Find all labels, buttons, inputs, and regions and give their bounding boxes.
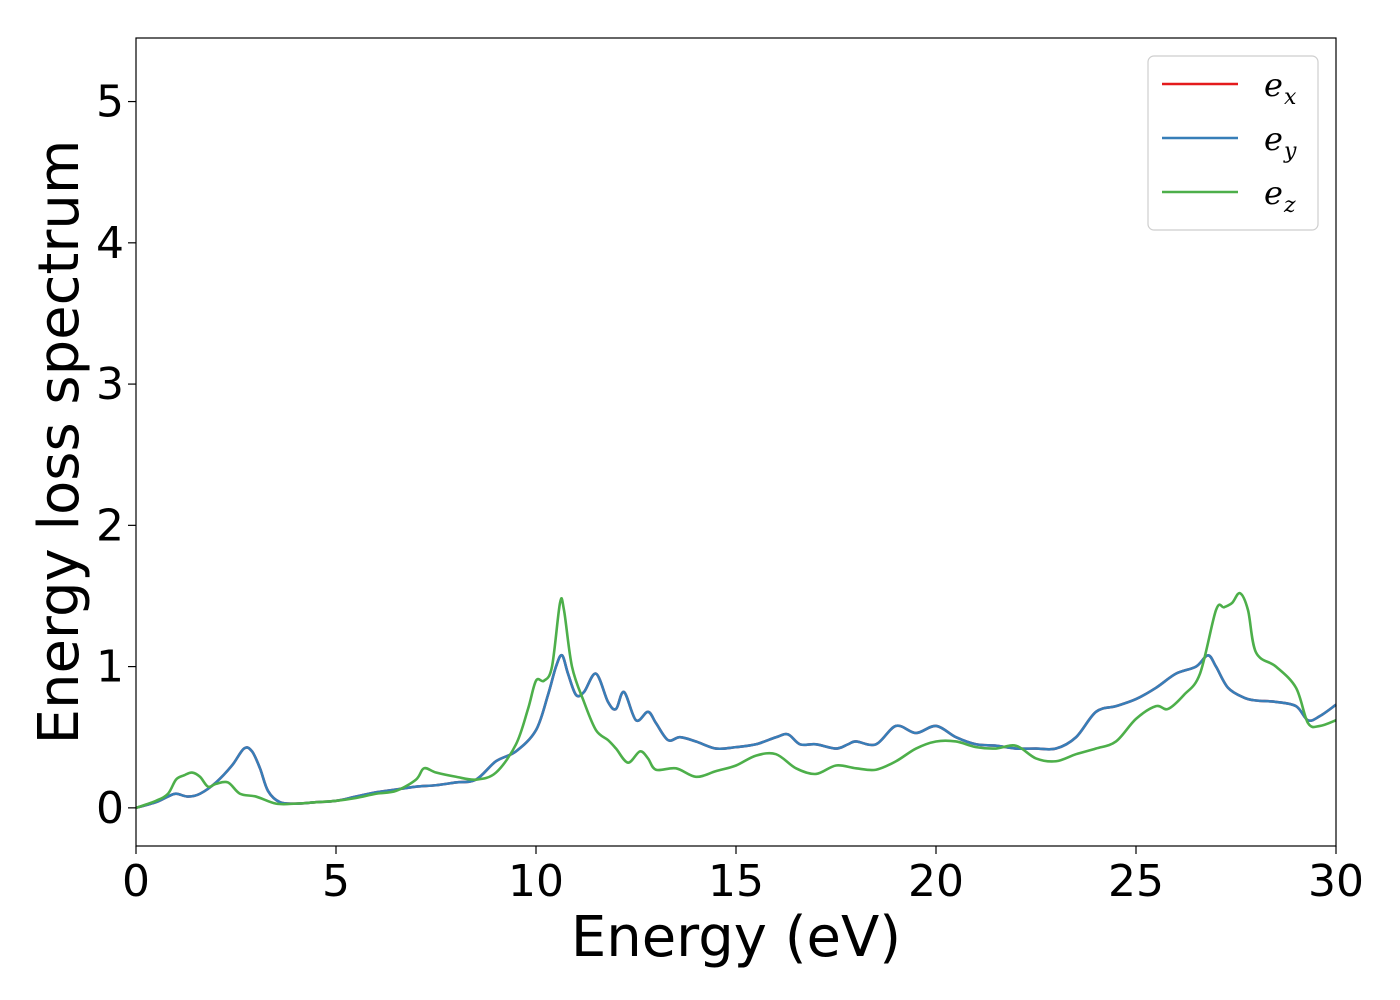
series-layer xyxy=(135,591,1337,810)
x-tick-label: 5 xyxy=(322,856,350,907)
y-axis-ticks: 0 1 2 3 4 5 xyxy=(96,77,136,834)
y-tick-label: 5 xyxy=(96,77,124,128)
x-axis-label: Energy (eV) xyxy=(571,905,901,970)
x-axis-ticks: 0 5 10 15 20 25 30 xyxy=(122,846,1364,907)
x-tick-label: 10 xyxy=(508,856,564,907)
y-axis-label: Energy loss spectrum xyxy=(27,140,92,745)
y-tick-label: 4 xyxy=(96,218,124,269)
series-line-z xyxy=(135,591,1337,810)
x-tick-label: 30 xyxy=(1308,856,1364,907)
y-tick-label: 2 xyxy=(96,500,124,551)
y-tick-label: 0 xyxy=(96,783,124,834)
legend-box xyxy=(1147,55,1319,231)
x-tick-label: 15 xyxy=(708,856,764,907)
x-tick-label: 0 xyxy=(122,856,150,907)
y-tick-label: 3 xyxy=(96,359,124,410)
plot-background xyxy=(136,38,1336,846)
x-tick-label: 25 xyxy=(1108,856,1164,907)
y-tick-label: 1 xyxy=(96,642,124,693)
x-tick-label: 20 xyxy=(908,856,964,907)
